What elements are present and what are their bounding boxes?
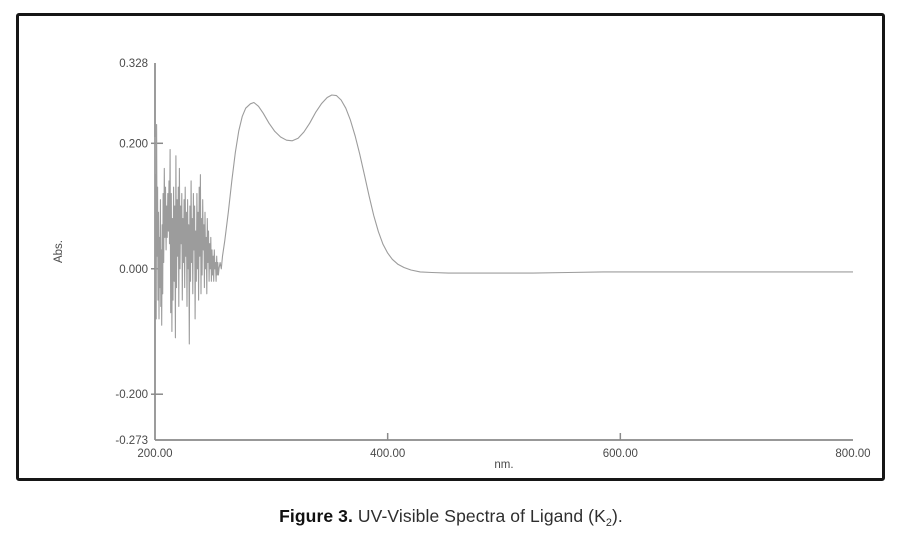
x-tick-label: 800.00 (835, 448, 870, 460)
y-tick-label: 0.328 (119, 58, 148, 70)
x-tick-label: 600.00 (603, 448, 638, 460)
figure-caption-suffix: ). (611, 506, 623, 526)
x-tick-label: 200.00 (137, 448, 172, 460)
y-tick-label: -0.273 (115, 435, 148, 447)
figure-caption-subscript: 2 (605, 516, 612, 529)
y-axis-title: Abs. (53, 240, 65, 263)
x-tick-label: 400.00 (370, 448, 405, 460)
y-tick-label: -0.200 (115, 389, 148, 401)
y-tick-label: 0.000 (119, 264, 148, 276)
spectrum-line (154, 94, 853, 345)
x-axis-title: nm. (494, 459, 513, 471)
figure-caption-label: Figure 3. (279, 506, 353, 526)
y-tick-label: 0.200 (119, 138, 148, 150)
figure-caption-text: UV-Visible Spectra of Ligand (K (352, 506, 606, 526)
figure-caption: Figure 3. UV-Visible Spectra of Ligand (… (0, 506, 902, 529)
